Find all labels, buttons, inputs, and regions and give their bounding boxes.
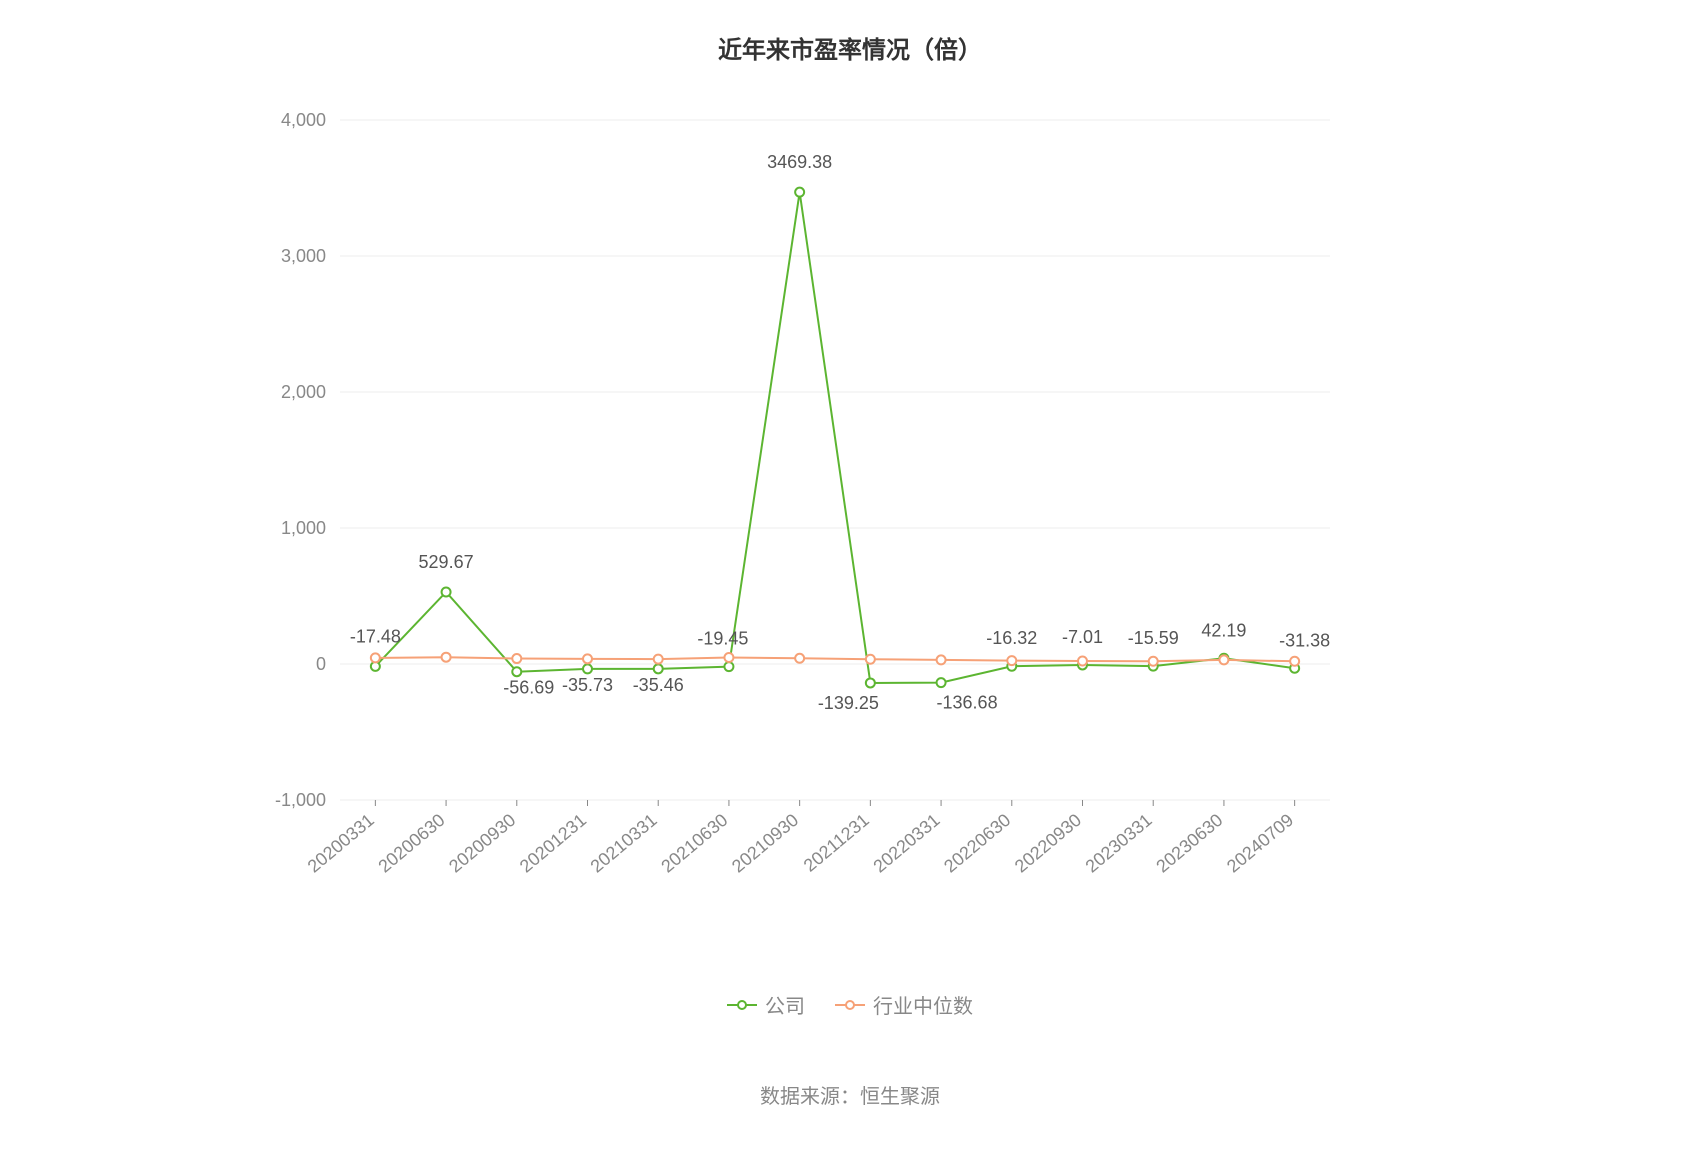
data-label: -15.59 [1128, 628, 1179, 648]
series-company-point[interactable] [866, 678, 875, 687]
data-label: -31.38 [1279, 630, 1330, 650]
data-label: -139.25 [818, 693, 879, 713]
series-company-point[interactable] [512, 667, 521, 676]
data-source-label: 数据来源：恒生聚源 [0, 1080, 1700, 1109]
legend-label-median: 行业中位数 [873, 990, 973, 1019]
series-company-point[interactable] [442, 587, 451, 596]
series-median-point[interactable] [442, 653, 451, 662]
x-tick-label: 20210331 [587, 810, 661, 877]
legend-marker-median [835, 1004, 865, 1006]
series-median-point[interactable] [583, 654, 592, 663]
data-label: 3469.38 [767, 152, 832, 172]
series-company-point[interactable] [937, 678, 946, 687]
series-company-point[interactable] [724, 662, 733, 671]
series-median-point[interactable] [724, 653, 733, 662]
x-tick-label: 20220331 [869, 810, 943, 877]
x-tick-label: 20200930 [445, 810, 519, 877]
y-tick-label: 2,000 [281, 382, 326, 402]
x-tick-label: 20220630 [940, 810, 1014, 877]
series-median-point[interactable] [1290, 657, 1299, 666]
x-tick-label: 20200630 [374, 810, 448, 877]
legend-label-company: 公司 [765, 990, 805, 1019]
data-label: 529.67 [419, 552, 474, 572]
data-label: -56.69 [503, 678, 554, 698]
series-company-line [375, 192, 1294, 683]
series-median-point[interactable] [866, 655, 875, 664]
series-company-point[interactable] [583, 664, 592, 673]
chart-container: 近年来市盈率情况（倍） -1,00001,0002,0003,0004,0002… [0, 0, 1700, 1150]
y-tick-label: 3,000 [281, 246, 326, 266]
data-label: -7.01 [1062, 627, 1103, 647]
series-median-point[interactable] [795, 654, 804, 663]
y-tick-label: 0 [316, 654, 326, 674]
legend-marker-company [727, 1004, 757, 1006]
series-median-point[interactable] [371, 653, 380, 662]
series-median-point[interactable] [1078, 657, 1087, 666]
x-tick-label: 20210930 [728, 810, 802, 877]
series-median-point[interactable] [1007, 656, 1016, 665]
x-tick-label: 20210630 [657, 810, 731, 877]
y-tick-label: 1,000 [281, 518, 326, 538]
series-company-point[interactable] [795, 188, 804, 197]
data-label: -35.46 [633, 675, 684, 695]
data-label: -17.48 [350, 626, 401, 646]
line-chart: -1,00001,0002,0003,0004,0002020033120200… [0, 0, 1700, 1150]
series-median-point[interactable] [1149, 657, 1158, 666]
y-tick-label: 4,000 [281, 110, 326, 130]
legend-item-median[interactable]: 行业中位数 [835, 990, 973, 1019]
data-label: -35.73 [562, 675, 613, 695]
x-tick-label: 20230331 [1082, 810, 1156, 877]
series-median-point[interactable] [937, 655, 946, 664]
series-median-point[interactable] [1219, 655, 1228, 664]
y-tick-label: -1,000 [275, 790, 326, 810]
legend-item-company[interactable]: 公司 [727, 990, 805, 1019]
x-tick-label: 20240709 [1223, 810, 1297, 877]
x-tick-label: 20211231 [800, 810, 873, 876]
data-label: -16.32 [986, 628, 1037, 648]
x-tick-label: 20200331 [304, 810, 378, 877]
series-company-point[interactable] [654, 664, 663, 673]
x-tick-label: 20220930 [1011, 810, 1085, 877]
series-median-point[interactable] [654, 655, 663, 664]
x-tick-label: 20201231 [516, 810, 590, 877]
data-label: -136.68 [937, 693, 998, 713]
data-label: -19.45 [697, 629, 748, 649]
x-tick-label: 20230630 [1152, 810, 1226, 877]
data-label: 42.19 [1201, 620, 1246, 640]
series-median-point[interactable] [512, 654, 521, 663]
chart-legend: 公司 行业中位数 [0, 990, 1700, 1019]
